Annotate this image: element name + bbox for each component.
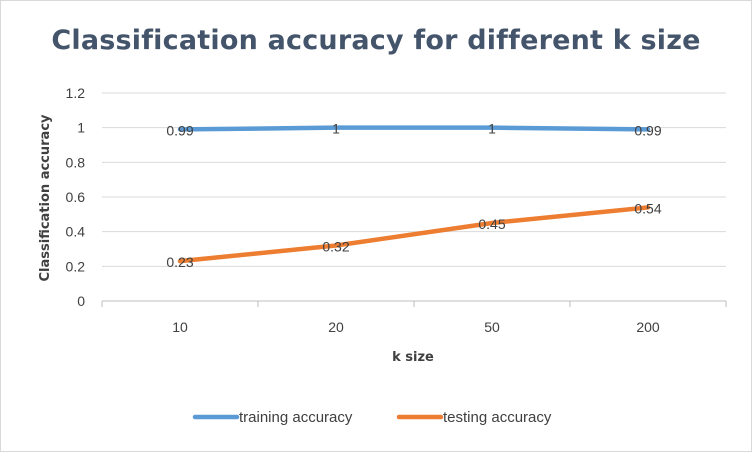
x-tick-label: 50 — [484, 319, 500, 335]
data-label: 1 — [488, 121, 496, 137]
x-tick-label: 200 — [636, 319, 660, 335]
y-tick-label: 0.4 — [66, 224, 86, 240]
y-tick-label: 1 — [77, 120, 85, 136]
y-axis-title: Classification accuracy — [38, 114, 53, 282]
data-label: 0.99 — [634, 122, 661, 138]
legend-label: training accuracy — [239, 409, 353, 426]
data-labels: 0.99 1 1 0.99 0.23 0.32 0.45 0.54 — [166, 121, 661, 270]
y-tick-label: 1.2 — [66, 85, 86, 101]
y-axis-ticks: 0 0.2 0.4 0.6 0.8 1 1.2 — [66, 85, 86, 309]
data-label: 0.45 — [478, 216, 505, 232]
y-tick-label: 0.6 — [66, 189, 86, 205]
data-label: 0.23 — [166, 254, 193, 270]
chart-title: Classification accuracy for different k … — [51, 25, 701, 56]
x-tick-label: 20 — [328, 319, 344, 335]
gridlines — [102, 92, 726, 267]
data-label: 0.99 — [166, 122, 193, 138]
series-line-testing — [177, 205, 651, 264]
data-label: 0.54 — [634, 200, 661, 216]
data-label: 0.32 — [322, 239, 349, 255]
data-label: 1 — [332, 121, 340, 137]
y-tick-label: 0.8 — [66, 154, 86, 170]
series-line-training — [177, 125, 651, 132]
x-tick-label: 10 — [172, 319, 188, 335]
y-tick-label: 0 — [77, 293, 85, 309]
y-tick-label: 0.2 — [66, 258, 86, 274]
legend-label: testing accuracy — [443, 409, 552, 426]
x-axis-title: k size — [392, 350, 434, 365]
x-axis: 10 20 50 200 — [101, 300, 727, 335]
legend: training accuracy testing accuracy — [192, 409, 552, 426]
series-lines — [177, 125, 651, 264]
